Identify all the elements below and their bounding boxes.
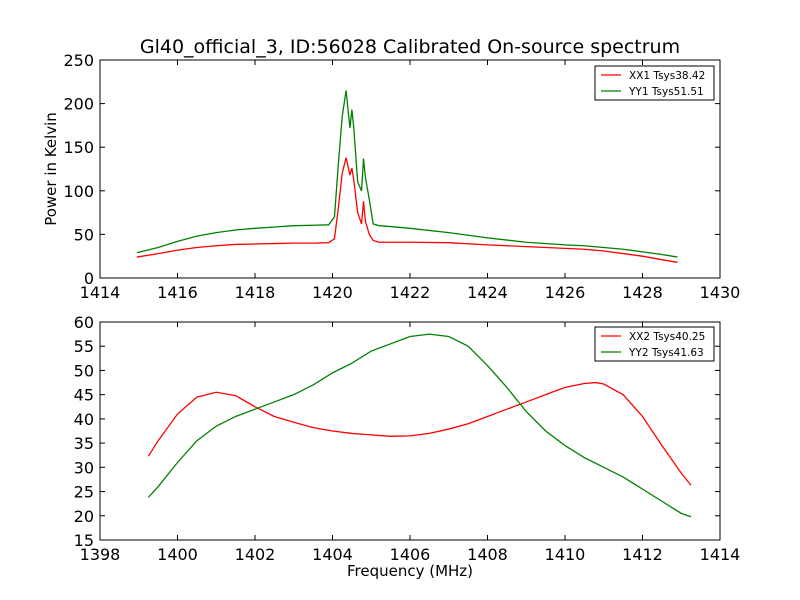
legend-label-0: XX2 Tsys40.25 xyxy=(629,331,705,343)
y-tick-label: 50 xyxy=(74,225,94,244)
legend-label-1: YY1 Tsys51.51 xyxy=(628,86,704,98)
y-tick-label: 25 xyxy=(74,483,94,502)
top-spectrum-panel: 1414 1416 1418 1420 1422 1424 1426 1428 1430 0 50 1… xyxy=(42,51,740,302)
y-tick-label: 50 xyxy=(74,361,94,380)
legend-box xyxy=(594,326,715,362)
y-tick-label: 0 xyxy=(84,269,94,288)
figure-title: Gl40_official_3, ID:56028 Calibrated On-… xyxy=(140,36,680,58)
x-tick-label: 1408 xyxy=(467,545,508,564)
x-tick-label: 1412 xyxy=(622,545,663,564)
legend: XX1 Tsys38.42 YY1 Tsys51.51 xyxy=(594,65,715,101)
legend-box xyxy=(594,65,715,101)
x-tick-label: 1414 xyxy=(700,545,741,564)
x-tick-label: 1426 xyxy=(545,283,586,302)
y-tick-label: 40 xyxy=(74,410,94,429)
y-tick-label: 150 xyxy=(63,138,94,157)
y-tick-label: 20 xyxy=(74,507,94,526)
y-tick-label: 200 xyxy=(63,95,94,114)
series-line-1-0 xyxy=(147,381,692,486)
legend-label-1: YY2 Tsys41.63 xyxy=(628,347,704,359)
legend-label-0: XX1 Tsys38.42 xyxy=(629,70,705,82)
y-tick-label: 15 xyxy=(74,531,94,550)
x-axis-label: Frequency (MHz) xyxy=(347,562,473,580)
x-tick-label: 1428 xyxy=(622,283,663,302)
bottom-spectrum-panel: 1398 1400 1402 1404 1406 1408 1410 1412 1414 15 20… xyxy=(74,313,741,580)
series-line-0-0 xyxy=(136,157,678,263)
y-axis-label: Power in Kelvin xyxy=(42,112,60,226)
x-tick-label: 1404 xyxy=(312,545,353,564)
x-tick-label: 1410 xyxy=(545,545,586,564)
x-tick-label: 1424 xyxy=(467,283,508,302)
x-tick-label: 1422 xyxy=(390,283,431,302)
x-tick-label: 1400 xyxy=(157,545,198,564)
series-line-1-1 xyxy=(147,333,692,518)
y-tick-label: 60 xyxy=(74,313,94,332)
x-tick-label: 1398 xyxy=(80,545,121,564)
y-tick-label: 250 xyxy=(63,51,94,70)
x-tick-label: 1402 xyxy=(235,545,276,564)
y-tick-label: 55 xyxy=(74,337,94,356)
x-tick-label: 1430 xyxy=(700,283,741,302)
x-tick-label: 1416 xyxy=(157,283,198,302)
y-tick-label: 35 xyxy=(74,434,94,453)
legend: XX2 Tsys40.25 YY2 Tsys41.63 xyxy=(594,326,715,362)
y-tick-label: 30 xyxy=(74,458,94,477)
x-tick-label: 1406 xyxy=(390,545,431,564)
x-tick-label: 1414 xyxy=(80,283,121,302)
y-tick-label: 45 xyxy=(74,386,94,405)
y-tick-label: 100 xyxy=(63,182,94,201)
x-tick-label: 1420 xyxy=(312,283,353,302)
x-tick-label: 1418 xyxy=(235,283,276,302)
series-line-0-1 xyxy=(136,90,678,258)
